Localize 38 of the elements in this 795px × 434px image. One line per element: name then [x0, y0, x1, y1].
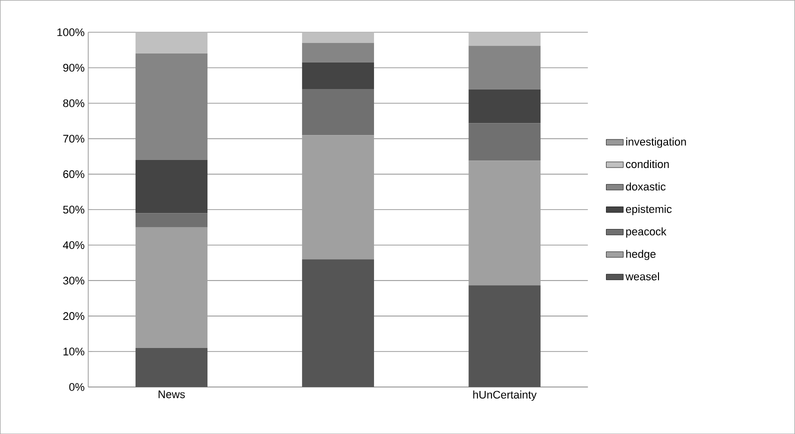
y-tick-label: 40% [62, 241, 84, 249]
bar [302, 135, 374, 260]
y-tick-label: 100% [57, 28, 84, 36]
bar [468, 285, 541, 387]
y-tick-label: 90% [63, 64, 84, 72]
y-tick-label: 60% [63, 170, 84, 178]
legend-label: condition [626, 160, 669, 168]
bar [136, 53, 208, 160]
bar [136, 32, 208, 54]
bar [302, 42, 374, 62]
bar [302, 62, 374, 89]
bar [302, 259, 374, 387]
bar [302, 32, 374, 43]
bar [136, 213, 208, 228]
y-tick-label: 0% [69, 383, 84, 391]
y-tick-label: 80% [63, 99, 84, 107]
bar [302, 88, 374, 136]
bar [468, 160, 541, 286]
bar [136, 348, 208, 387]
y-tick-label: 20% [63, 312, 84, 320]
bar [468, 32, 541, 46]
legend-label: doxastic [626, 182, 666, 190]
bar [468, 122, 541, 161]
y-tick-label: 70% [63, 134, 84, 142]
legend-label: weasel [625, 272, 659, 280]
legend-label: peacock [626, 227, 666, 238]
legend-label: investigation [626, 137, 686, 148]
bar [136, 160, 208, 214]
bar [468, 89, 541, 123]
x-tick-label: hUnCertainty [473, 390, 537, 401]
y-tick-label: 50% [63, 206, 84, 214]
legend-label: epistemic [626, 204, 672, 216]
bar [468, 46, 541, 90]
bar [136, 227, 208, 348]
x-tick-label: News [158, 390, 185, 398]
legend-label: hedge [626, 250, 656, 260]
y-tick-label: 30% [63, 276, 84, 284]
y-tick-label: 10% [64, 348, 84, 356]
